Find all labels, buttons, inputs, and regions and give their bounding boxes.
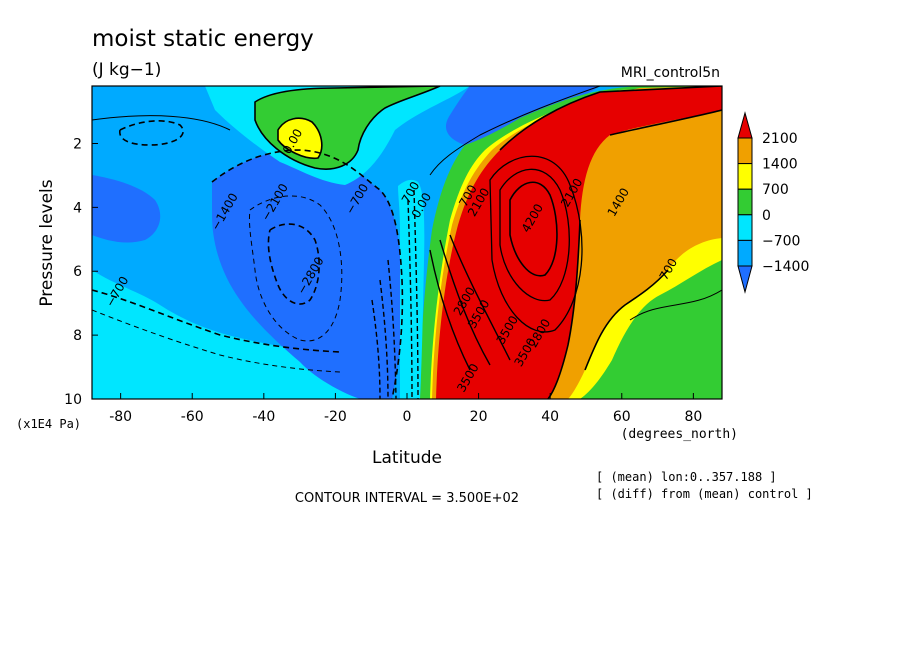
- band-yellow-south: [278, 118, 322, 159]
- x-axis-title: Latitude: [372, 448, 442, 468]
- x-tick-label: 0: [403, 409, 412, 425]
- contour-line: [509, 181, 558, 277]
- chart-subtitle: (J kg−1): [92, 60, 161, 80]
- colorbar-label: −700: [762, 233, 800, 249]
- contour-line: [429, 86, 601, 176]
- band-blue-polar: [92, 175, 161, 243]
- y-tick-label: 6: [73, 264, 82, 280]
- x-tick-label: -60: [181, 409, 204, 425]
- x-tick-label: 80: [684, 409, 702, 425]
- note-mean-lon: [ (mean) lon:0..357.188 ]: [596, 470, 777, 484]
- contour-line: [254, 86, 441, 170]
- y-tick-label: 4: [73, 200, 82, 216]
- colorbar-top-arrow: [737, 111, 753, 139]
- run-label: MRI_control5n: [621, 65, 720, 81]
- colorbar-label: 2100: [762, 131, 798, 147]
- colorbar-swatch: [737, 214, 753, 241]
- colorbar-label: 0: [762, 208, 771, 224]
- colorbar-bottom-arrow: [737, 265, 753, 294]
- contour-line: [584, 269, 669, 371]
- contour-interval: CONTOUR INTERVAL = 3.500E+02: [295, 491, 519, 506]
- contour-line: [489, 155, 583, 333]
- y-axis: 2 4 6 8 10: [64, 136, 98, 408]
- x-tick-label: 60: [613, 409, 631, 425]
- contour-line: [267, 223, 320, 305]
- colorbar-label: −1400: [762, 259, 809, 275]
- colorbar-label: 700: [762, 182, 789, 198]
- contour-line: [92, 115, 231, 131]
- y-tick-label: 10: [64, 392, 82, 408]
- colorbar-swatch: [737, 188, 753, 216]
- band-red-north: [436, 86, 722, 399]
- colorbar: 2100 1400 700 0 −700 −1400: [737, 111, 809, 294]
- x-tick-label: 40: [541, 409, 559, 425]
- contour-line: [429, 234, 511, 371]
- x-tick-label: -80: [109, 409, 132, 425]
- contour-line: [277, 117, 323, 160]
- contour-line: [371, 259, 397, 399]
- x-axis: -80 -60 -40 -20 0 20 40 60 80: [109, 393, 702, 425]
- x-tick-label: 20: [470, 409, 488, 425]
- y-tick-label: 8: [73, 328, 82, 344]
- band-blue-south: [212, 150, 403, 399]
- contour-line: [499, 86, 722, 151]
- note-diff-control: [ (diff) from (mean) control ]: [596, 487, 813, 501]
- x-tick-label: -20: [324, 409, 347, 425]
- contour-line: [119, 120, 184, 146]
- chart-title: moist static energy: [92, 26, 314, 52]
- x-axis-units: (degrees_north): [621, 427, 738, 442]
- y-axis-units: (x1E4 Pa): [16, 417, 81, 431]
- contour-lines: [92, 86, 722, 399]
- contour-line: [92, 289, 341, 353]
- contour-line: [629, 289, 722, 321]
- contour-line: [92, 309, 341, 373]
- y-tick-label: 2: [73, 136, 82, 152]
- contour-line: [249, 195, 343, 342]
- colorbar-swatch: [737, 163, 753, 190]
- contour-field: [92, 86, 722, 399]
- contour-line: [499, 168, 570, 302]
- contour-line: [407, 189, 419, 399]
- contour-line: [609, 109, 722, 136]
- colorbar-label: 1400: [762, 157, 798, 173]
- band-cyan-south: [92, 270, 360, 399]
- y-axis-title: Pressure levels: [37, 179, 57, 306]
- x-tick-label: -40: [252, 409, 275, 425]
- colorbar-swatch: [737, 137, 753, 165]
- colorbar-swatch: [737, 239, 753, 267]
- contour-line: [547, 219, 581, 399]
